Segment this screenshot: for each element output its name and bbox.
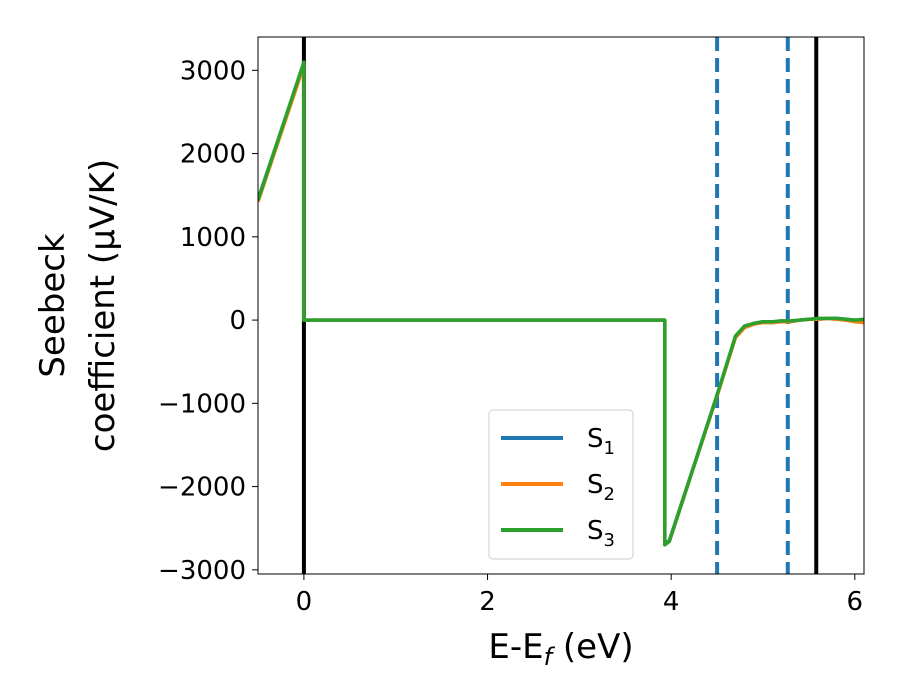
x-axis-label: E-Ef (eV): [488, 627, 633, 671]
y-tick-label: −1000: [158, 389, 246, 419]
plot-frame: [257, 36, 865, 575]
legend-label-3: S3: [587, 516, 615, 551]
x-tick-label: 4: [663, 587, 680, 617]
x-tick-label: 2: [479, 587, 496, 617]
y-tick-label: −3000: [158, 556, 246, 586]
y-tick-label: −2000: [158, 473, 246, 503]
y-tick-label: 2000: [180, 140, 246, 170]
legend: S1 S2 S3: [488, 409, 634, 560]
y-tick-label: 0: [229, 306, 246, 336]
x-tick-label: 6: [847, 587, 864, 617]
x-axis-label-unit: (eV): [552, 627, 634, 667]
y-axis-label-line1: Seebeck: [33, 233, 73, 378]
legend-label-2: S2: [587, 470, 615, 505]
legend-label-1: S1: [587, 424, 615, 459]
series-line-3: [258, 60, 864, 547]
y-tick-label: 3000: [180, 56, 246, 86]
y-tick-label: 1000: [180, 223, 246, 253]
y-axis-label: Seebeck coefficient (μV/K): [33, 159, 123, 452]
y-axis-ticks: −3000 −2000 −1000 0 1000 2000 3000: [158, 56, 258, 586]
x-tick-label: 0: [296, 587, 313, 617]
x-axis-ticks: 0 2 4 6: [296, 574, 863, 617]
y-axis-label-line2: coefficient (μV/K): [83, 159, 123, 452]
series-lines: [258, 60, 864, 547]
x-axis-label-main: E-E: [488, 627, 543, 667]
